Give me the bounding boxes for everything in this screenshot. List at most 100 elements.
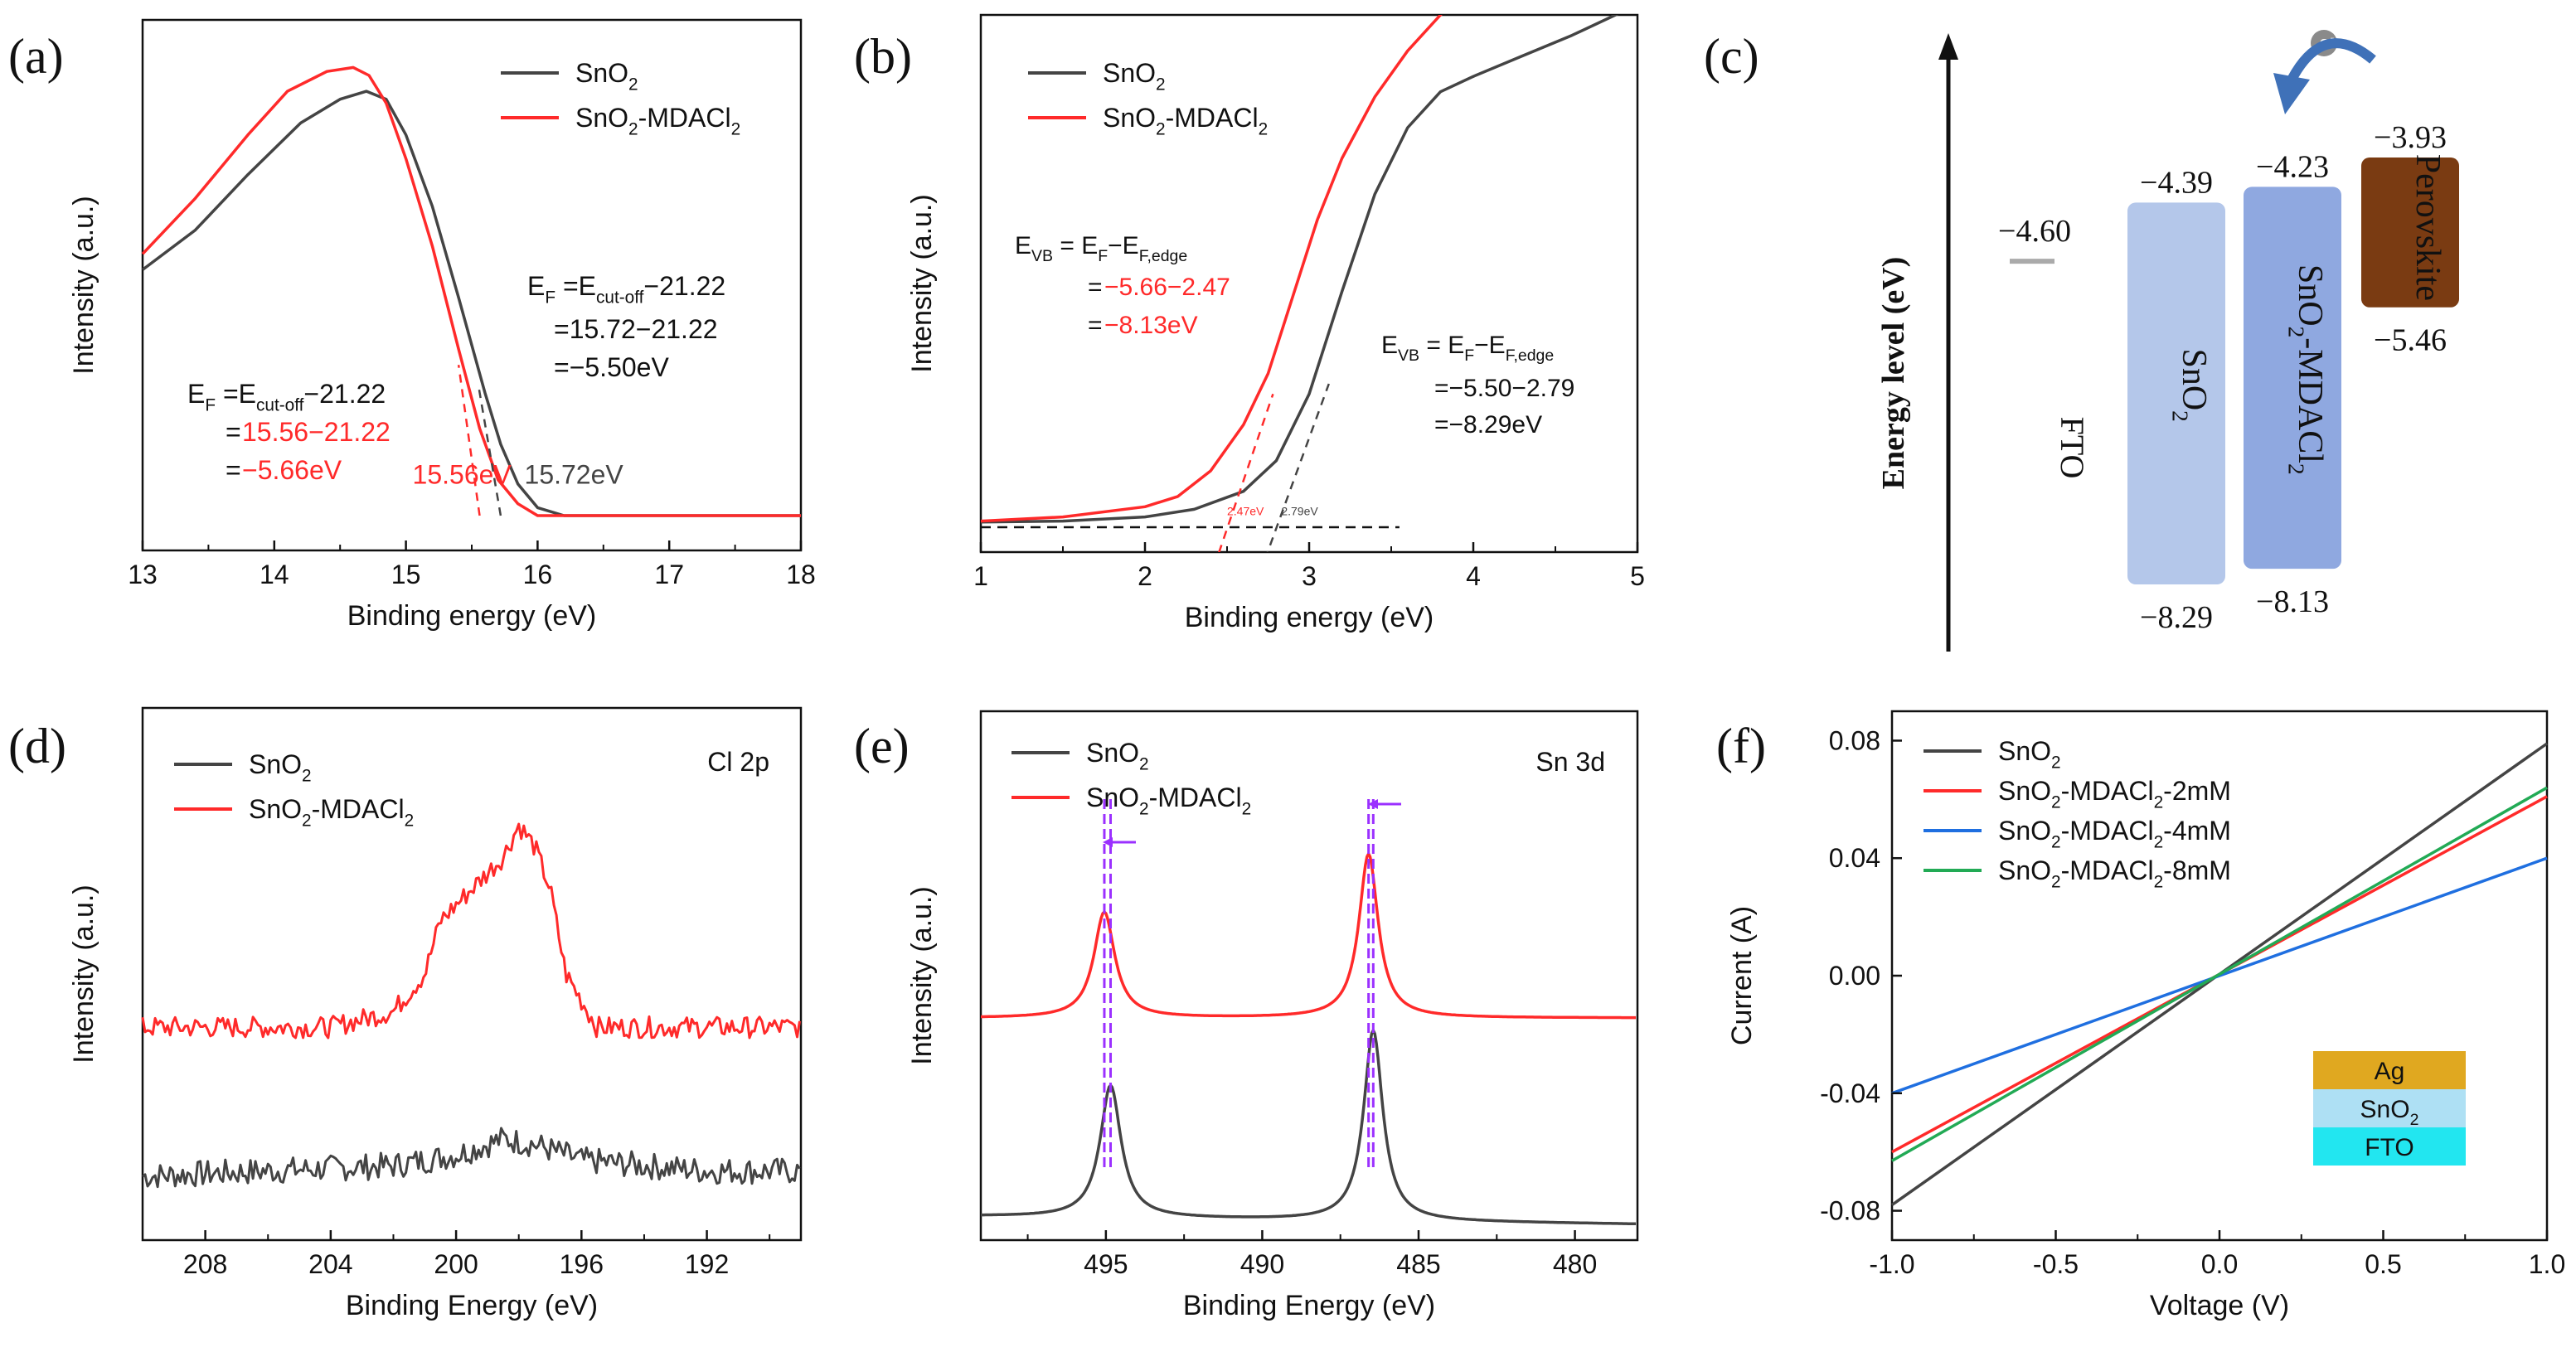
text-part: SnO	[1998, 816, 2051, 846]
shift-arrow-head	[1368, 799, 1378, 809]
text-part: 2	[2051, 793, 2061, 812]
equation-line: =−8.29eV	[1434, 411, 1542, 439]
panel-label: (a)	[8, 29, 64, 84]
x-tick-label: 13	[128, 560, 158, 589]
equation-line: EVB = EF−EF,edge	[1381, 332, 1554, 365]
text-part: SnO	[575, 58, 628, 88]
text-part: 2	[628, 120, 638, 139]
stack-label: Ag	[2375, 1058, 2405, 1085]
y-axis-label: Intensity (a.u.)	[906, 194, 938, 372]
x-tick-label: 16	[523, 560, 553, 589]
y-axis-label: Intensity (a.u.)	[906, 886, 938, 1064]
text-part: -MDACl	[1149, 783, 1242, 812]
guide-line	[457, 365, 481, 516]
stack-label: SnO2	[2360, 1096, 2419, 1129]
text-part: E	[527, 271, 545, 301]
energy-axis-arrow	[1938, 33, 1958, 60]
energy-bar-Perovskite	[2361, 158, 2459, 308]
y-axis-label: Energy level (eV)	[1876, 257, 1911, 490]
text-part: =E	[555, 271, 596, 301]
x-tick-label: 4	[1466, 561, 1481, 591]
text-part: 2	[2051, 754, 2061, 773]
series-line-SnO2-MDACl2	[981, 852, 1637, 1020]
equation-line: =	[1088, 274, 1103, 301]
x-tick-label: 0.5	[2365, 1249, 2401, 1279]
text-part: F	[545, 288, 555, 308]
x-tick-label: 18	[786, 560, 816, 589]
equation-line: =	[1088, 312, 1103, 339]
shift-arrow-head	[1103, 837, 1113, 847]
guide-line	[477, 384, 502, 516]
x-tick-label: 0.0	[2201, 1249, 2238, 1279]
text-part: 2	[2283, 463, 2308, 475]
x-axis-label: Voltage (V)	[2150, 1290, 2289, 1321]
text-part: F	[205, 396, 216, 415]
series-line-SnO2	[981, 15, 1619, 524]
level-value: −5.46	[2374, 323, 2447, 358]
text-part: 2	[302, 767, 312, 786]
text-part: SnO	[249, 794, 302, 824]
text-part: 2	[1139, 755, 1149, 774]
text-part: -MDACl	[2061, 776, 2154, 806]
level-value: −3.93	[2374, 120, 2447, 155]
text-part: 2	[1259, 120, 1269, 139]
equation-line: −5.66−2.47	[1104, 274, 1230, 301]
text-part: -4mM	[2163, 816, 2231, 846]
level-value: −8.13	[2256, 584, 2329, 619]
series-line-SnO2-MDACl2	[141, 65, 801, 517]
legend-label-f: SnO2-MDACl2-4mM	[1998, 816, 2231, 852]
x-tick-label: 5	[1630, 561, 1645, 591]
text-part: 2	[1242, 800, 1252, 819]
text-part: −21.22	[303, 379, 386, 409]
y-axis-label: Current (A)	[1726, 906, 1758, 1045]
text-part: -8mM	[2163, 855, 2231, 885]
legend-label-e: SnO2-MDACl2	[1086, 783, 1251, 819]
text-part: 2	[302, 812, 312, 831]
text-part: E	[187, 379, 205, 409]
legend-label-a: SnO2	[575, 58, 638, 95]
series-line-SnO2	[981, 1029, 1637, 1226]
equation-line: =−5.50eV	[554, 352, 669, 382]
guide-line	[1218, 393, 1274, 552]
text-part: F,edge	[1139, 247, 1188, 265]
stack-label: FTO	[2365, 1134, 2413, 1161]
text-part: = E	[1053, 232, 1098, 259]
equation-line: EF =Ecut-off−21.22	[527, 271, 725, 308]
y-tick-label: 0.08	[1829, 725, 1880, 755]
corner-text: Sn 3d	[1535, 747, 1605, 777]
text-part: SnO	[1103, 58, 1156, 88]
equation-line: =15.72−21.22	[554, 314, 718, 344]
series-line-SnO2-MDACl2-8mM	[1891, 786, 2548, 1162]
x-axis-label: Binding energy (eV)	[1185, 602, 1434, 633]
equation-line: EVB = EF−EF,edge	[1015, 232, 1187, 265]
electron-transfer-arrow	[2283, 38, 2376, 89]
text-part: F	[1464, 347, 1474, 365]
level-name: Perovskite	[2409, 154, 2447, 301]
electron-arrow-head	[2273, 73, 2310, 114]
x-axis-label: Binding Energy (eV)	[1183, 1290, 1435, 1321]
text-part: SnO	[575, 103, 628, 133]
text-part: -MDACl	[2061, 816, 2154, 846]
text-part: SnO	[2175, 348, 2213, 410]
level-name: SnO2	[2167, 348, 2213, 421]
legend-label-d: SnO2-MDACl2	[249, 794, 414, 831]
legend-label-d: SnO2	[249, 749, 312, 786]
text-part: 2	[405, 812, 415, 831]
x-tick-label: 14	[260, 560, 289, 589]
series-line-SnO2	[142, 1127, 801, 1189]
text-part: SnO	[1086, 783, 1139, 812]
stack-layer-FTO	[2313, 1127, 2466, 1166]
x-tick-label: 208	[183, 1249, 227, 1279]
text-part: 2	[2154, 873, 2164, 892]
level-value: −8.29	[2140, 600, 2213, 635]
plot-frame-b	[979, 13, 1639, 554]
legend-label-e: SnO2	[1086, 738, 1149, 774]
y-tick-label: -0.08	[1820, 1196, 1880, 1226]
stack-layer-Ag	[2313, 1051, 2466, 1089]
x-tick-label: 490	[1240, 1249, 1284, 1279]
plot-frame-d	[141, 706, 803, 1242]
text-part: =E	[216, 379, 256, 409]
legend-label-a: SnO2-MDACl2	[575, 103, 740, 139]
text-part: = E	[1419, 332, 1464, 359]
text-part: −E	[1108, 232, 1139, 259]
